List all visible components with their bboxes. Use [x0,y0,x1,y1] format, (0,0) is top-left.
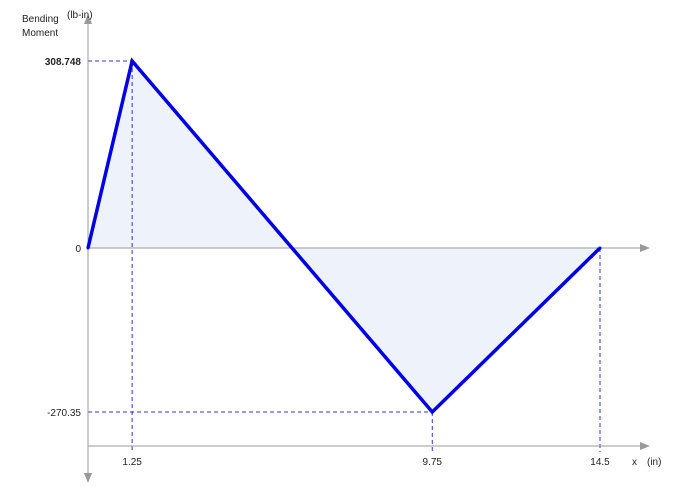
moment-line-layer [86,57,602,415]
axes-layer [84,14,650,483]
data-point [130,59,134,63]
moment-line [86,57,602,415]
y-tick-label: 308.748 [45,57,82,68]
x-axis-label: x [632,457,637,468]
y-axis-arrow-down [84,473,92,483]
y-tick-label: -270.35 [47,408,81,419]
x-tick-label: 1.25 [122,457,142,468]
x-tick-label: 9.75 [423,457,443,468]
x-axis-unit: (in) [647,457,661,468]
y-tick-label: 0 [75,244,81,255]
y-axis-label-line2: Moment [22,28,58,39]
data-point [430,410,434,414]
data-point [598,246,602,250]
x-axis-arrow [640,442,650,450]
y-axis-label-line1: Bending [22,14,59,25]
area-fill-layer [88,61,600,412]
data-point [86,246,90,250]
y-axis-arrow-up [84,14,92,24]
moment-area [88,61,600,412]
x-tick-label: 14.5 [590,457,610,468]
labels-layer: Bending Moment (lb-in) x (in) 1.25 9.75 14… [22,10,661,468]
zero-axis-arrow [640,244,650,252]
guide-lines-layer [88,60,601,452]
y-axis-unit: (lb-in) [67,10,93,21]
